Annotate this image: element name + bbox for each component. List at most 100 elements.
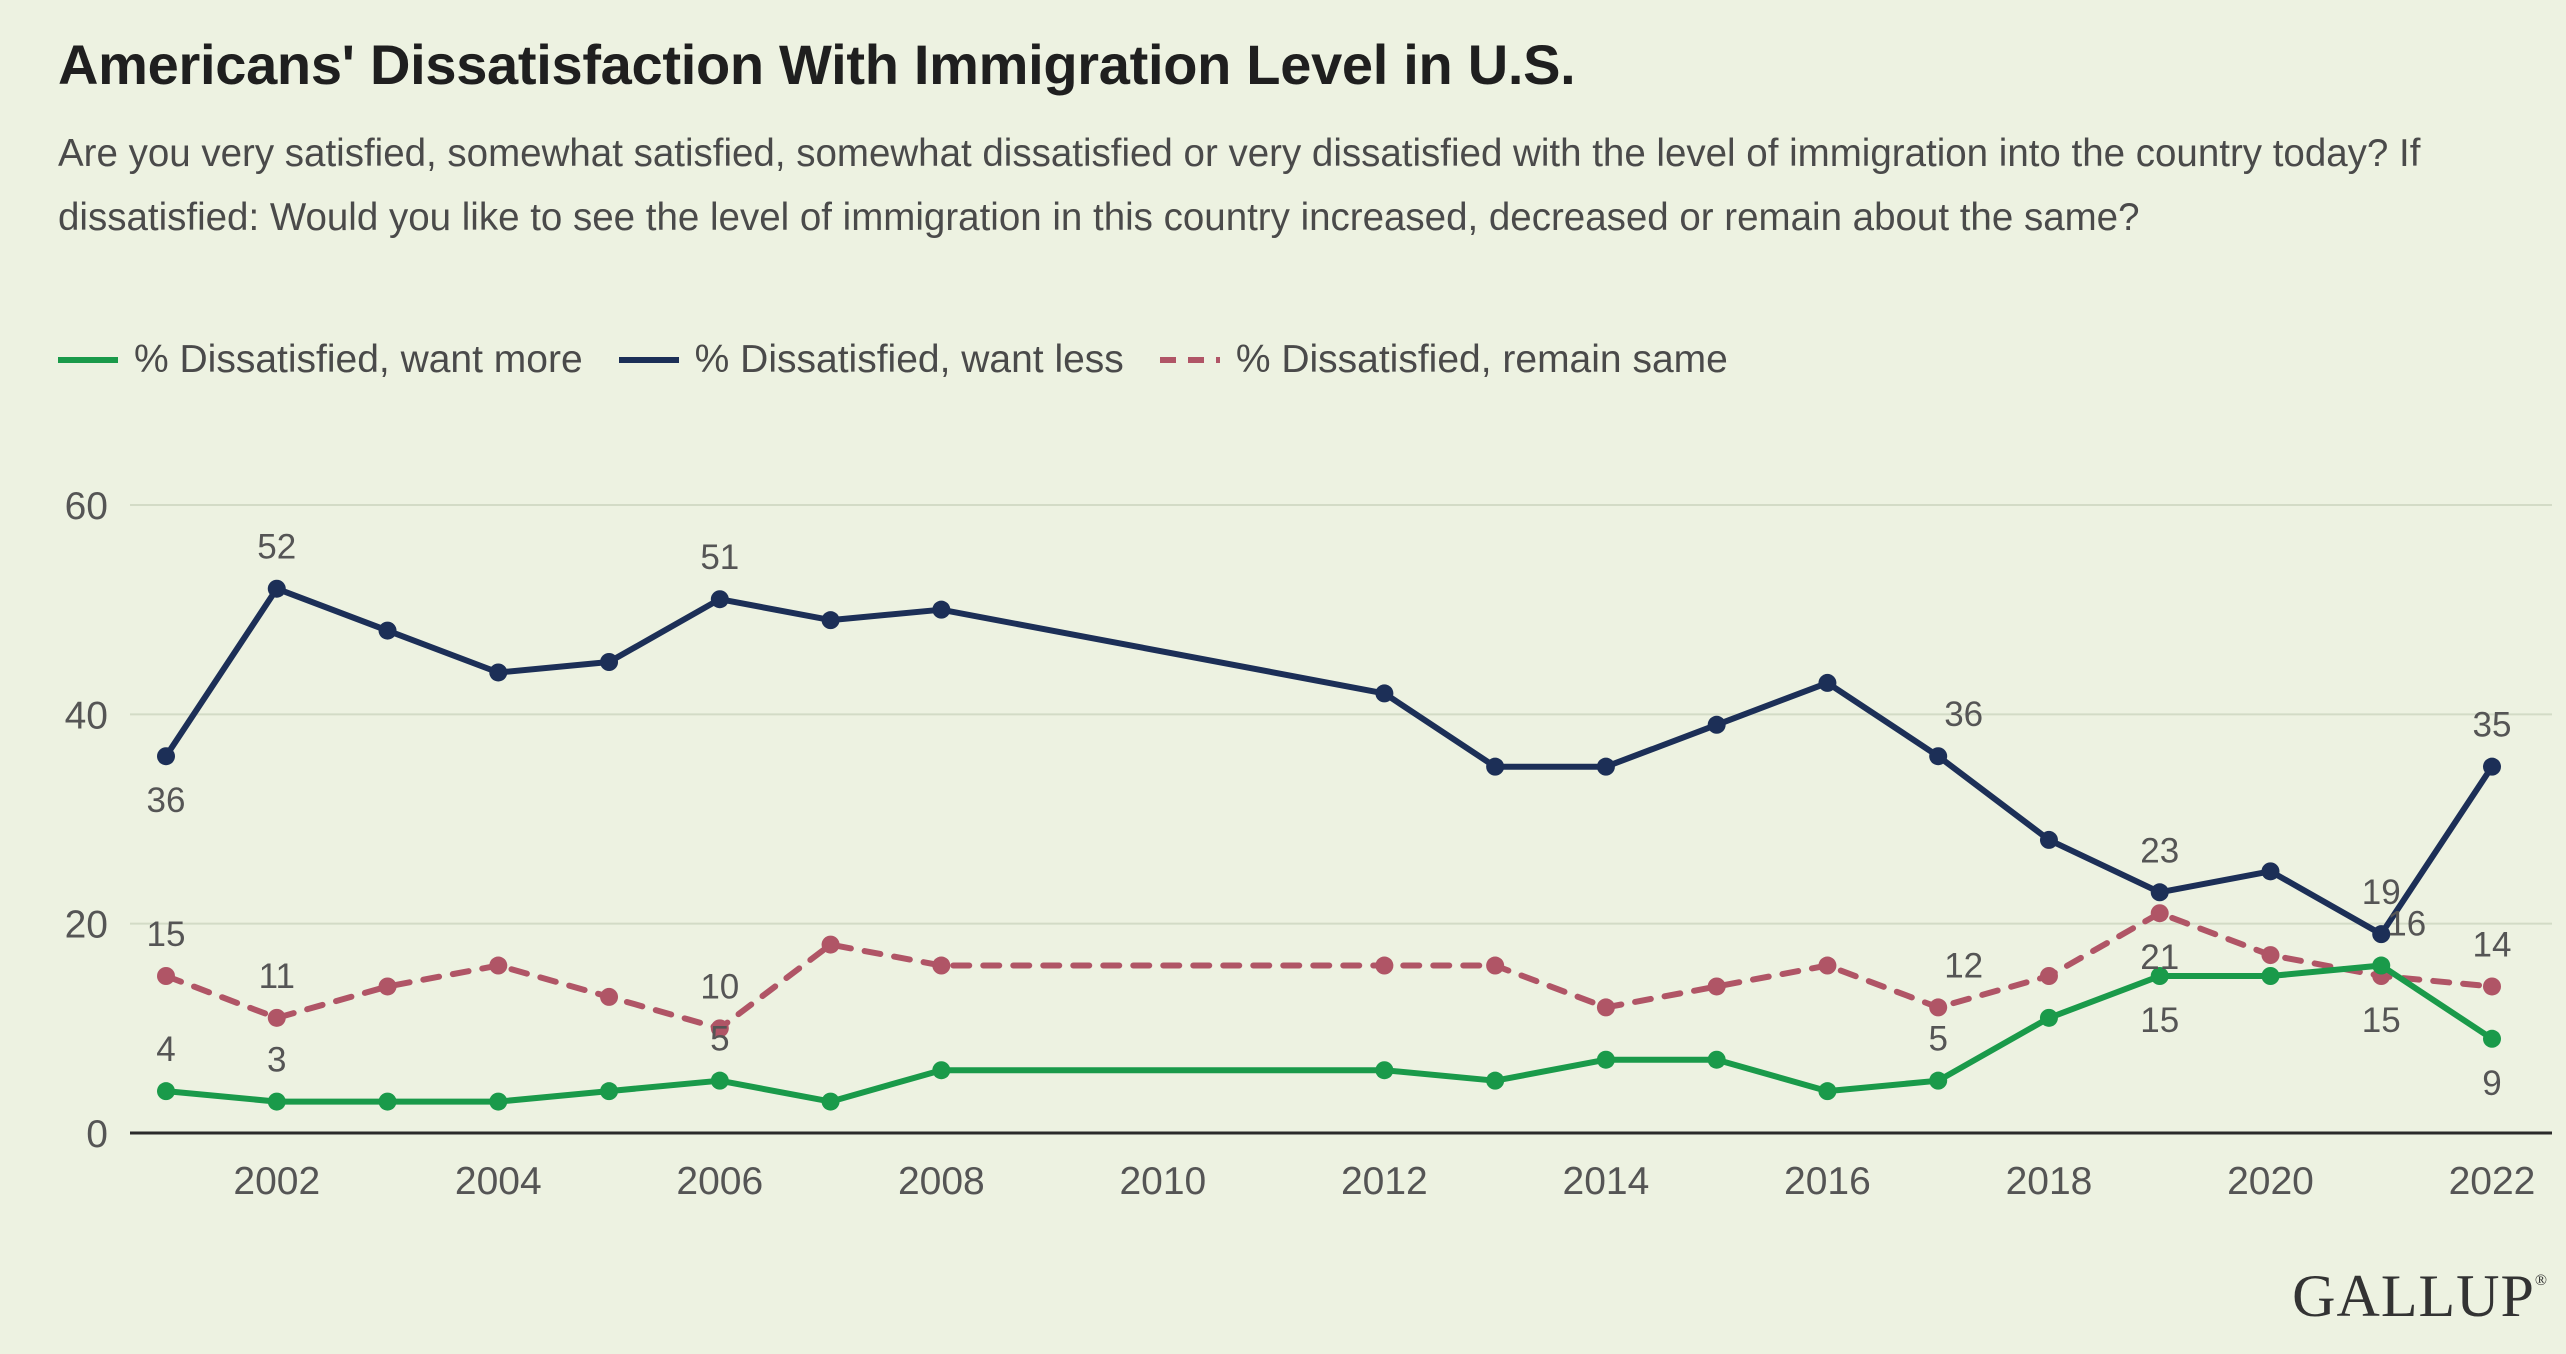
- logo-text: GALLUP: [2292, 1263, 2535, 1329]
- data-point-s0-2013: [1486, 1071, 1505, 1090]
- data-point-s1-2013: [1486, 757, 1505, 776]
- data-point-s2-2016: [1818, 956, 1837, 975]
- data-label-s2-2006: 10: [700, 967, 739, 1006]
- data-point-s2-2017: [1929, 998, 1948, 1017]
- data-point-s0-2017: [1929, 1071, 1948, 1090]
- data-point-s2-2006: [710, 1019, 729, 1038]
- x-tick-label-2022: 2022: [2449, 1160, 2536, 1203]
- legend-label-remain-same: % Dissatisfied, remain same: [1235, 338, 1728, 381]
- gallup-logo: GALLUP®: [2292, 1262, 2548, 1331]
- data-point-s1-2019: [2150, 883, 2169, 902]
- data-point-s1-2022: [2483, 757, 2501, 776]
- data-label-s2-2022: 14: [2473, 925, 2512, 964]
- data-point-s0-2001: [157, 1082, 175, 1101]
- data-point-s1-2004: [489, 663, 508, 682]
- data-point-s1-2003: [378, 621, 397, 640]
- data-label-s2-2017: 12: [1944, 946, 1983, 985]
- data-point-s2-2014: [1596, 998, 1615, 1017]
- x-tick-label-2008: 2008: [898, 1160, 985, 1203]
- x-tick-label-2016: 2016: [1784, 1160, 1871, 1203]
- data-point-s2-2008: [932, 956, 951, 975]
- data-point-s0-2006: [710, 1071, 729, 1090]
- data-point-s0-2004: [489, 1092, 508, 1111]
- data-label-s0-2006: 5: [710, 1020, 729, 1059]
- data-point-s2-2019: [2150, 904, 2169, 923]
- data-label-s0-2017: 5: [1928, 1020, 1947, 1059]
- data-point-s0-2019: [2150, 967, 2169, 985]
- x-tick-label-2018: 2018: [2006, 1160, 2093, 1203]
- data-label-s0-2001: 4: [156, 1030, 175, 1069]
- data-point-s0-2007: [821, 1092, 840, 1111]
- data-label-s1-2002: 52: [257, 528, 296, 567]
- data-point-s2-2005: [600, 987, 619, 1006]
- data-point-s2-2004: [489, 956, 508, 975]
- data-label-s1-2001: 36: [147, 781, 186, 820]
- legend-swatch-want-less: [618, 357, 679, 363]
- data-label-s0-2002: 3: [267, 1041, 286, 1080]
- data-point-s1-2014: [1596, 757, 1615, 776]
- data-point-s1-2016: [1818, 673, 1837, 692]
- x-tick-label-2002: 2002: [233, 1160, 320, 1203]
- data-label-s2-2002: 11: [259, 957, 295, 996]
- data-point-s2-2022: [2483, 977, 2501, 996]
- data-point-s0-2021: [2372, 956, 2391, 975]
- data-label-s1-2017: 36: [1944, 695, 1983, 734]
- data-point-s0-2022: [2483, 1029, 2501, 1048]
- legend-label-want-less: % Dissatisfied, want less: [694, 338, 1124, 381]
- data-label-s1-2006: 51: [700, 538, 739, 577]
- legend: % Dissatisfied, want more % Dissatisfied…: [58, 338, 1764, 382]
- legend-item-want-less[interactable]: % Dissatisfied, want less: [618, 338, 1124, 382]
- data-point-s0-2016: [1818, 1082, 1837, 1101]
- x-tick-label-2020: 2020: [2227, 1160, 2314, 1203]
- data-point-s0-2012: [1375, 1061, 1394, 1080]
- data-point-s1-2020: [2261, 862, 2280, 881]
- data-point-s1-2001: [157, 747, 175, 766]
- data-point-s2-2012: [1375, 956, 1394, 975]
- y-tick-label-20: 20: [65, 904, 108, 947]
- legend-item-want-more[interactable]: % Dissatisfied, want more: [58, 338, 583, 382]
- data-point-s2-2018: [2039, 967, 2058, 985]
- data-point-s2-2013: [1486, 956, 1505, 975]
- data-point-s0-2003: [378, 1092, 397, 1111]
- data-point-s1-2006: [710, 590, 729, 609]
- legend-label-want-more: % Dissatisfied, want more: [134, 338, 583, 381]
- data-point-s1-2007: [821, 611, 840, 630]
- data-point-s2-2015: [1707, 977, 1726, 996]
- data-point-s1-2015: [1707, 715, 1726, 734]
- data-label-s2-2021: 15: [2362, 1001, 2401, 1040]
- x-tick-label-2012: 2012: [1341, 1160, 1428, 1203]
- data-label-s0-2021: 16: [2387, 905, 2426, 944]
- data-point-s1-2012: [1375, 684, 1394, 703]
- data-label-s1-2019: 23: [2140, 831, 2179, 870]
- data-point-s0-2002: [267, 1092, 286, 1111]
- data-point-s0-2020: [2261, 967, 2280, 985]
- data-point-s0-2015: [1707, 1050, 1726, 1069]
- data-point-s1-2008: [932, 600, 951, 619]
- chart-title: Americans' Dissatisfaction With Immigrat…: [58, 33, 1576, 96]
- data-label-s2-2001: 15: [147, 915, 186, 954]
- grid-lines: [130, 504, 2552, 925]
- x-tick-label-2004: 2004: [455, 1160, 542, 1203]
- y-tick-label-40: 40: [65, 694, 108, 737]
- y-tick-label-0: 0: [86, 1113, 108, 1156]
- data-label-s1-2021: 19: [2362, 873, 2401, 912]
- x-tick-label-2014: 2014: [1563, 1160, 1650, 1203]
- data-point-s1-2017: [1929, 747, 1948, 766]
- data-point-s1-2018: [2039, 830, 2058, 849]
- legend-swatch-remain-same: [1159, 357, 1220, 363]
- series-line-1: [163, 585, 2495, 938]
- legend-item-remain-same[interactable]: % Dissatisfied, remain same: [1159, 338, 1728, 382]
- data-point-s2-2007: [821, 935, 840, 954]
- data-point-s1-2002: [267, 579, 286, 598]
- y-tick-label-60: 60: [65, 485, 108, 528]
- x-tick-label-2010: 2010: [1119, 1160, 1206, 1203]
- legend-swatch-want-more: [58, 357, 118, 363]
- data-point-s2-2002: [267, 1008, 286, 1027]
- data-label-s0-2019: 15: [2140, 1001, 2179, 1040]
- data-point-s2-2003: [378, 977, 397, 996]
- registered-mark: ®: [2534, 1272, 2548, 1289]
- data-point-s0-2014: [1596, 1050, 1615, 1069]
- data-point-s2-2020: [2261, 946, 2280, 965]
